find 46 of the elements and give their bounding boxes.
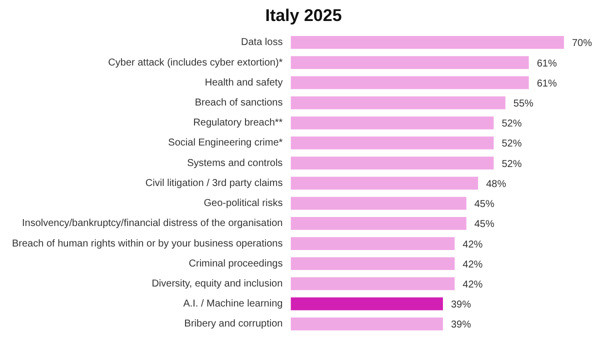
bar — [290, 196, 466, 210]
data-label: 61% — [536, 58, 557, 70]
y-tick-label: Geo-political risks — [204, 198, 283, 210]
y-tick-label: Civil litigation / 3rd party claims — [145, 178, 283, 189]
bar — [290, 257, 455, 270]
data-label: 45% — [474, 199, 494, 210]
data-label: 42% — [462, 259, 483, 270]
y-tick-label: Systems and controls — [187, 158, 283, 169]
data-label: 52% — [502, 158, 522, 170]
y-tick-label: Health and safety — [204, 77, 283, 88]
data-label: 70% — [572, 38, 592, 50]
y-tick-label: Cyber attack (includes cyber extortion)* — [108, 57, 283, 68]
bar — [290, 277, 455, 290]
data-label: 52% — [502, 118, 522, 130]
y-tick-label: Breach of human rights within or by your business operations — [12, 238, 283, 250]
y-tick-label: Breach of sanctions — [194, 98, 283, 109]
data-label: 48% — [486, 178, 506, 190]
chart-title: Italy 2025 — [265, 6, 342, 25]
bar — [290, 297, 443, 310]
bar — [290, 96, 506, 110]
bar — [290, 136, 494, 150]
y-tick-label: Regulatory breach** — [193, 118, 283, 129]
bar — [290, 36, 564, 49]
y-tick-label: Social Engineering crime* — [168, 138, 283, 149]
y-tick-label: Data loss — [241, 37, 283, 48]
data-label: 61% — [536, 78, 557, 90]
bar — [290, 237, 455, 250]
data-label: 39% — [450, 320, 472, 331]
y-tick-label: Diversity, equity and inclusion — [152, 278, 283, 290]
bar — [290, 216, 466, 230]
y-tick-label: Insolvency/bankruptcy/financial distress of the organisation — [22, 218, 283, 230]
data-label: 55% — [513, 98, 534, 110]
y-tick-label: Criminal proceedings — [188, 258, 283, 270]
bar — [290, 56, 529, 69]
y-tick-label: Bribery and corruption — [184, 318, 283, 330]
data-label: 42% — [462, 279, 483, 290]
bar — [290, 76, 529, 90]
data-label: 52% — [502, 138, 522, 150]
bar — [290, 116, 494, 130]
bar — [290, 156, 494, 170]
data-label: 42% — [462, 239, 483, 250]
bar — [290, 318, 443, 330]
data-label: 45% — [474, 219, 494, 230]
y-tick-label: A.I. / Machine learning — [183, 298, 283, 310]
data-label: 39% — [450, 300, 472, 311]
bar — [290, 176, 478, 190]
